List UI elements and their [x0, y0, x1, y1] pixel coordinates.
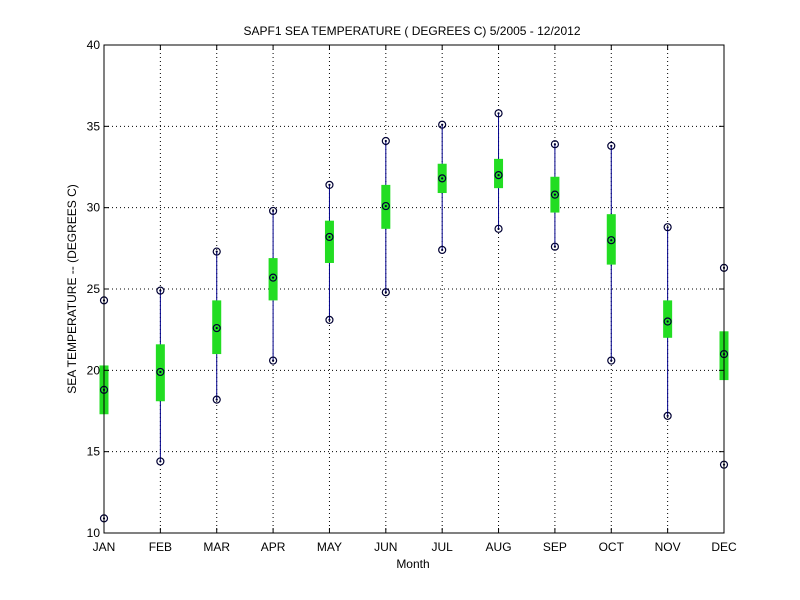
- y-tick-label: 20: [87, 363, 101, 377]
- y-tick-label: 30: [87, 201, 101, 215]
- median-marker: [268, 273, 278, 282]
- chart-title: SAPF1 SEA TEMPERATURE ( DEGREES C) 5/200…: [243, 24, 580, 38]
- max-marker-dot: [553, 143, 557, 146]
- max-marker-dot: [384, 139, 387, 143]
- min-marker: [156, 457, 165, 466]
- x-tick-label: DEC: [711, 540, 737, 554]
- median-marker-dot: [159, 370, 162, 374]
- max-marker: [156, 286, 165, 295]
- x-tick-label: MAY: [317, 540, 342, 554]
- x-axis-label: Month: [396, 557, 429, 571]
- max-marker: [663, 223, 672, 232]
- max-marker-dot: [610, 144, 613, 147]
- median-marker: [381, 201, 390, 211]
- axis-ticks: [103, 44, 725, 534]
- markers: [99, 109, 729, 523]
- x-tick-label: APR: [261, 540, 286, 554]
- max-marker: [438, 120, 447, 129]
- min-marker: [268, 356, 278, 365]
- median-marker: [607, 236, 616, 245]
- x-tick-label: FEB: [149, 540, 172, 554]
- median-marker: [212, 323, 221, 333]
- y-tick-label: 10: [87, 526, 101, 540]
- min-marker: [550, 242, 560, 251]
- max-marker-dot: [159, 289, 162, 292]
- min-marker: [494, 224, 503, 233]
- x-tick-label: JAN: [93, 540, 116, 554]
- min-marker-dot: [553, 245, 557, 248]
- max-marker-dot: [271, 209, 275, 213]
- median-marker-dot: [271, 276, 275, 279]
- median-marker: [156, 367, 165, 377]
- max-marker-dot: [215, 250, 218, 253]
- y-tick-label: 40: [87, 38, 101, 52]
- max-marker: [381, 136, 390, 146]
- median-marker-dot: [328, 235, 331, 239]
- min-marker: [325, 315, 334, 325]
- median-marker-dot: [215, 326, 218, 330]
- min-marker: [607, 356, 616, 365]
- iqr-box: [663, 300, 673, 338]
- max-marker: [325, 180, 334, 189]
- y-axis-label: SEA TEMPERATURE -- (DEGREES C): [65, 184, 79, 394]
- y-tick-label: 15: [87, 445, 101, 459]
- median-marker: [494, 171, 503, 180]
- iqr-box: [494, 158, 504, 189]
- median-marker-dot: [384, 204, 387, 208]
- y-tick-labels: 10 15 20 25 30 35 40: [87, 38, 101, 540]
- max-marker-dot: [497, 112, 500, 115]
- min-marker-dot: [497, 227, 500, 230]
- min-marker: [381, 288, 390, 297]
- y-tick-label: 25: [87, 282, 101, 296]
- min-marker-dot: [271, 359, 275, 362]
- y-tick-label: 35: [87, 119, 101, 133]
- median-marker-dot: [553, 193, 557, 196]
- min-marker-dot: [610, 359, 613, 362]
- x-tick-label: JUL: [432, 540, 454, 554]
- max-marker: [268, 206, 278, 216]
- min-marker-dot: [328, 318, 331, 322]
- median-marker-dot: [441, 177, 444, 180]
- median-marker: [325, 232, 334, 242]
- max-marker: [212, 247, 221, 256]
- x-tick-label: AUG: [486, 540, 512, 554]
- x-tick-label: SEP: [543, 540, 567, 554]
- median-marker-dot: [666, 320, 669, 323]
- median-marker-dot: [497, 174, 500, 177]
- median-marker-dot: [610, 239, 613, 242]
- min-marker-dot: [384, 291, 387, 294]
- x-tick-label: OCT: [599, 540, 625, 554]
- median-marker: [663, 317, 672, 326]
- max-marker-dot: [328, 183, 331, 186]
- iqr-box: [268, 258, 278, 301]
- max-marker-dot: [441, 123, 444, 126]
- max-marker: [607, 141, 616, 150]
- max-marker-dot: [666, 226, 669, 229]
- min-marker-dot: [441, 248, 444, 252]
- median-marker: [550, 190, 560, 199]
- min-marker: [438, 245, 447, 255]
- x-tick-label: MAR: [203, 540, 230, 554]
- x-tick-label: JUN: [374, 540, 397, 554]
- x-tick-label: NOV: [655, 540, 681, 554]
- min-marker-dot: [215, 398, 218, 401]
- min-marker-dot: [666, 414, 669, 417]
- min-marker: [212, 395, 221, 404]
- min-marker: [663, 411, 672, 420]
- max-marker: [550, 140, 560, 149]
- min-marker-dot: [159, 460, 162, 463]
- median-marker: [438, 174, 447, 183]
- iqr-box: [324, 220, 334, 263]
- max-marker: [494, 109, 503, 118]
- x-tick-labels: JAN FEB MAR APR MAY JUN JUL AUG SEP OCT NOV DEC: [93, 540, 737, 554]
